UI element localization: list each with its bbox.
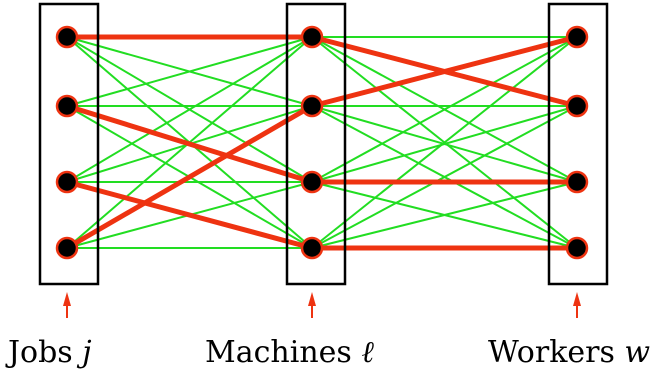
workers-arrow-head: [573, 292, 581, 306]
machines-label-text: Machines: [205, 335, 352, 370]
machines-node-2: [302, 172, 322, 192]
workers-node-2: [567, 172, 587, 192]
jobs-arrow-head: [63, 292, 71, 306]
workers-node-3: [567, 238, 587, 258]
jobs-node-1: [57, 96, 77, 116]
machines-label: Machines ℓ: [205, 338, 374, 368]
workers-variable: w: [624, 335, 650, 370]
machines-node-1: [302, 96, 322, 116]
workers-node-1: [567, 96, 587, 116]
edges-layer: [67, 37, 577, 248]
workers-label-text: Workers: [488, 335, 615, 370]
machines-variable: ℓ: [361, 335, 374, 370]
jobs-variable: j: [82, 335, 91, 370]
jobs-node-0: [57, 27, 77, 47]
jobs-node-2: [57, 172, 77, 192]
jobs-label: Jobs j: [8, 338, 92, 368]
machines-arrow-head: [308, 292, 316, 306]
arrows-layer: [63, 292, 581, 318]
workers-label: Workers w: [488, 338, 650, 368]
matching-edges-layer: [67, 37, 577, 248]
jobs-node-3: [57, 238, 77, 258]
machines-node-0: [302, 27, 322, 47]
machines-node-3: [302, 238, 322, 258]
workers-node-0: [567, 27, 587, 47]
jobs-label-text: Jobs: [8, 335, 73, 370]
